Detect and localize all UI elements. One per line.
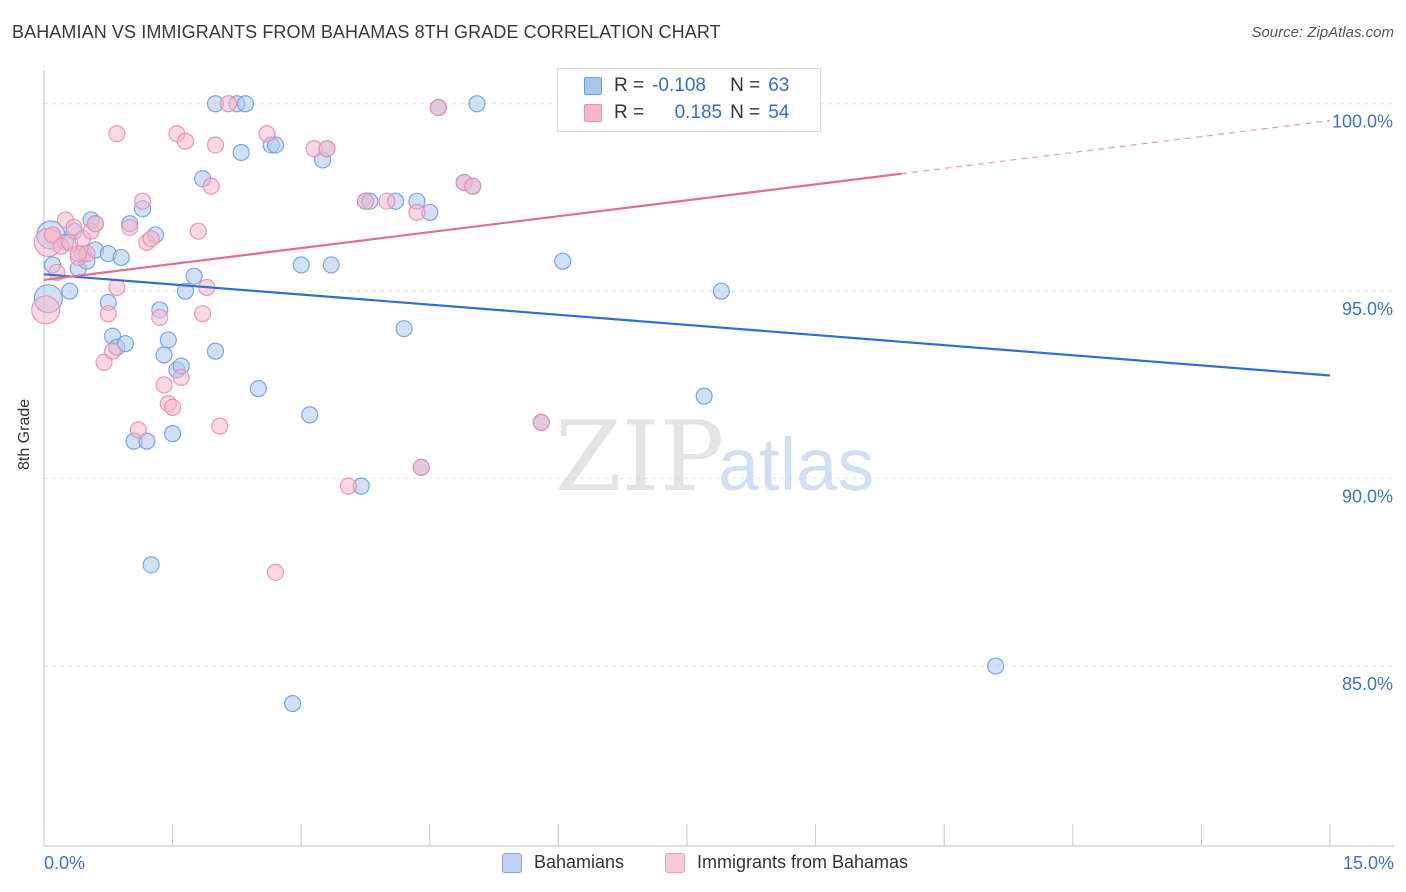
data-point [99, 305, 117, 323]
r-value: -0.108 [652, 75, 706, 96]
data-point [189, 222, 207, 240]
x-tick-label: 0.0% [44, 853, 85, 873]
data-point [292, 256, 310, 274]
legend-item-immigrants[interactable]: Immigrants from Bahamas [665, 852, 908, 873]
data-point [69, 245, 87, 263]
legend-label: Immigrants from Bahamas [697, 852, 909, 872]
x-tick-label: 15.0% [1343, 853, 1394, 873]
data-point [86, 215, 105, 233]
legend-label: Bahamians [534, 852, 625, 872]
data-point [108, 125, 126, 143]
data-point [133, 192, 152, 210]
data-point [172, 368, 190, 387]
stats-legend-row-immigrants: R = 0.185 N = 54 [584, 100, 789, 126]
data-point [232, 143, 250, 162]
source-label: Source: ZipAtlas.com [1251, 24, 1394, 41]
data-point [155, 376, 173, 394]
trend-line-immigrants-extension [901, 120, 1331, 175]
legend-item-bahamians[interactable]: Bahamians [502, 852, 624, 873]
y-tick-label: 100.0% [1332, 112, 1393, 132]
data-point [206, 136, 225, 154]
data-point [249, 380, 267, 398]
data-point [532, 413, 550, 431]
pink-swatch-icon [584, 104, 602, 122]
chart-title: BAHAMIAN VS IMMIGRANTS FROM BAHAMAS 8TH … [12, 22, 721, 42]
data-point [408, 203, 426, 222]
data-point [266, 563, 285, 581]
data-point [339, 477, 357, 495]
data-point [151, 308, 169, 327]
y-tick-label: 90.0% [1342, 487, 1393, 507]
data-point [142, 556, 160, 574]
data-point [108, 278, 126, 297]
n-value: 63 [768, 75, 790, 96]
y-tick-label: 85.0% [1342, 674, 1393, 694]
data-point [695, 387, 713, 405]
data-point [176, 282, 195, 300]
y-tick-label: 95.0% [1342, 299, 1393, 319]
data-point [211, 417, 229, 435]
pink-swatch-icon [665, 852, 685, 873]
data-point [185, 267, 203, 285]
data-point [112, 248, 130, 267]
data-point [318, 140, 336, 158]
data-point [429, 98, 447, 117]
watermark-atlas: atlas [718, 423, 874, 506]
data-point [103, 342, 122, 360]
data-point [202, 177, 220, 195]
n-label: N = [730, 102, 761, 123]
data-point [464, 177, 482, 195]
data-point [121, 218, 139, 237]
data-point [194, 305, 212, 323]
data-point [219, 95, 237, 113]
r-label: R = [614, 75, 645, 96]
blue-swatch-icon [502, 852, 522, 873]
data-point [61, 282, 79, 300]
data-point [31, 295, 61, 325]
r-label: R = [614, 102, 645, 123]
data-point [142, 230, 160, 248]
data-point [395, 320, 413, 338]
data-point [159, 331, 177, 349]
blue-swatch-icon [584, 77, 602, 95]
data-point [412, 458, 430, 476]
series-bahamians [33, 95, 1005, 713]
data-point [712, 282, 730, 300]
data-point [176, 132, 195, 150]
data-point [164, 398, 182, 416]
data-point [155, 346, 173, 364]
data-point [322, 256, 340, 274]
data-point [356, 192, 375, 210]
watermark-zip: ZIP [555, 401, 724, 513]
data-point [116, 335, 135, 353]
trend-line-immigrants [43, 172, 902, 282]
data-point [164, 425, 182, 443]
trend-line-bahamians [43, 273, 1331, 377]
stats-legend: R = -0.108 N = 63 R = 0.185 N = 54 [557, 68, 821, 132]
n-label: N = [730, 75, 761, 96]
data-point [554, 252, 572, 270]
n-value: 54 [768, 102, 790, 123]
data-point [236, 95, 255, 113]
data-point [284, 694, 302, 713]
data-point [129, 421, 147, 439]
data-point [206, 342, 225, 360]
data-point [258, 125, 276, 143]
data-point [987, 657, 1005, 675]
series-legend: Bahamians Immigrants from Bahamas [0, 852, 1406, 878]
data-point [301, 406, 319, 424]
data-point [378, 192, 396, 210]
r-value: 0.185 [674, 102, 723, 123]
data-point [468, 95, 486, 113]
stats-legend-row-bahamians: R = -0.108 N = 63 [584, 73, 789, 99]
